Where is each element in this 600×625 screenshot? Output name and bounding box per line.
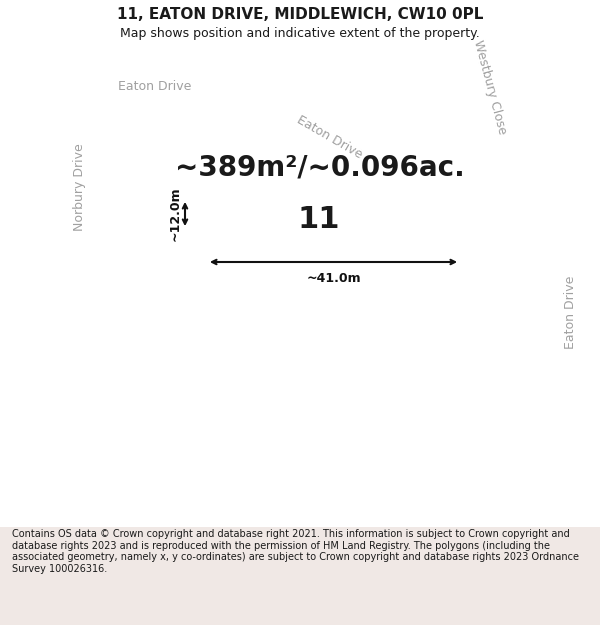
- Text: Eaton Drive: Eaton Drive: [563, 275, 577, 349]
- Text: Eaton Drive: Eaton Drive: [295, 113, 365, 161]
- Text: 11: 11: [297, 205, 340, 234]
- Text: Norbury Drive: Norbury Drive: [74, 143, 86, 231]
- Text: Eaton Drive: Eaton Drive: [118, 81, 191, 94]
- Text: 11, EATON DRIVE, MIDDLEWICH, CW10 0PL: 11, EATON DRIVE, MIDDLEWICH, CW10 0PL: [117, 7, 483, 22]
- Text: ~41.0m: ~41.0m: [306, 272, 361, 285]
- Text: Contains OS data © Crown copyright and database right 2021. This information is : Contains OS data © Crown copyright and d…: [12, 529, 579, 574]
- Text: Westbury Close: Westbury Close: [471, 38, 509, 136]
- Text: Map shows position and indicative extent of the property.: Map shows position and indicative extent…: [120, 27, 480, 40]
- Text: ~12.0m: ~12.0m: [169, 187, 182, 241]
- Text: ~389m²/~0.096ac.: ~389m²/~0.096ac.: [175, 153, 465, 181]
